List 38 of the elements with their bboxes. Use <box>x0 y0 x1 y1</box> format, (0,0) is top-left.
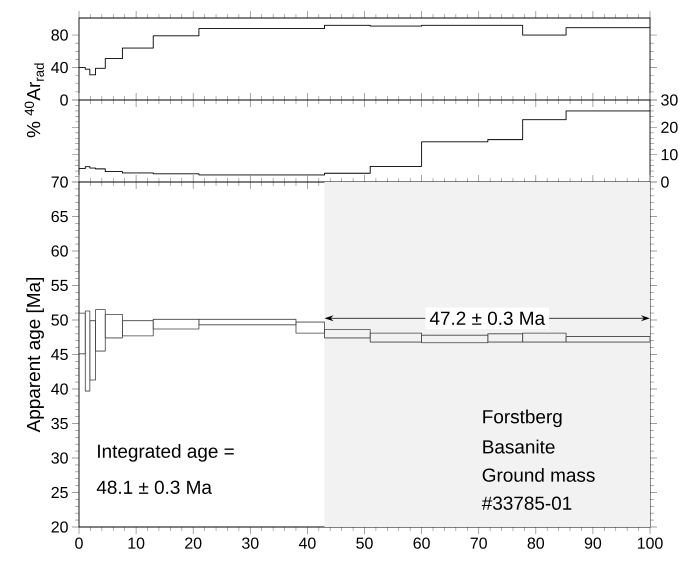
y-tick-label: 55 <box>51 280 68 292</box>
x-tick-label: 30 <box>242 538 259 549</box>
y-tick-label: 35 <box>51 418 68 430</box>
x-tick-label: 20 <box>185 538 202 549</box>
y-tick-label: 0 <box>60 94 68 106</box>
y-tick-label: 40 <box>51 383 68 395</box>
x-tick-label: 0 <box>75 538 83 549</box>
y-tick-label: 25 <box>52 486 68 498</box>
y-tick-label: 65 <box>52 210 68 222</box>
x-tick-label: 60 <box>414 538 430 549</box>
y2-tick-label: 20 <box>661 122 678 133</box>
band-label: 47.2 ± 0.3 Ma <box>430 312 546 325</box>
y-tick-label: 45 <box>51 348 68 360</box>
x-tick-label: 10 <box>128 538 144 549</box>
annotation: Forstberg <box>483 410 562 428</box>
annotation: Basanite <box>483 440 555 454</box>
annotation: 48.1 ± 0.3 Ma <box>96 480 212 494</box>
y2-tick-label: 30 <box>661 94 678 106</box>
y-tick-label: 70 <box>52 176 68 188</box>
annotation: Integrated age = <box>98 444 234 462</box>
y2-tick-label: 10 <box>662 149 678 160</box>
x-tick-label: 70 <box>470 538 487 549</box>
y-tick-label: 40 <box>51 62 68 74</box>
x-tick-label: 90 <box>584 538 602 549</box>
x-tick-label: 50 <box>356 538 373 549</box>
y-tick-label: 60 <box>52 245 68 257</box>
y-tick-label: 30 <box>51 452 68 464</box>
y-tick-label: 20 <box>52 521 68 533</box>
annotation: Ground mass <box>482 468 595 482</box>
y-axis-title: % $^{40}$Ar$_{rad}$ <box>24 63 44 138</box>
y-axis-title: Apparent age [Ma] <box>26 278 44 432</box>
y-tick-label: 50 <box>51 314 68 326</box>
y-tick-label: 80 <box>51 29 68 41</box>
x-tick-label: 40 <box>298 538 316 549</box>
x-tick-label: 80 <box>528 538 544 549</box>
x-tick-label: 100 <box>638 538 663 549</box>
y2-tick-label: 0 <box>661 176 669 188</box>
annotation: #33785-01 <box>482 496 572 510</box>
